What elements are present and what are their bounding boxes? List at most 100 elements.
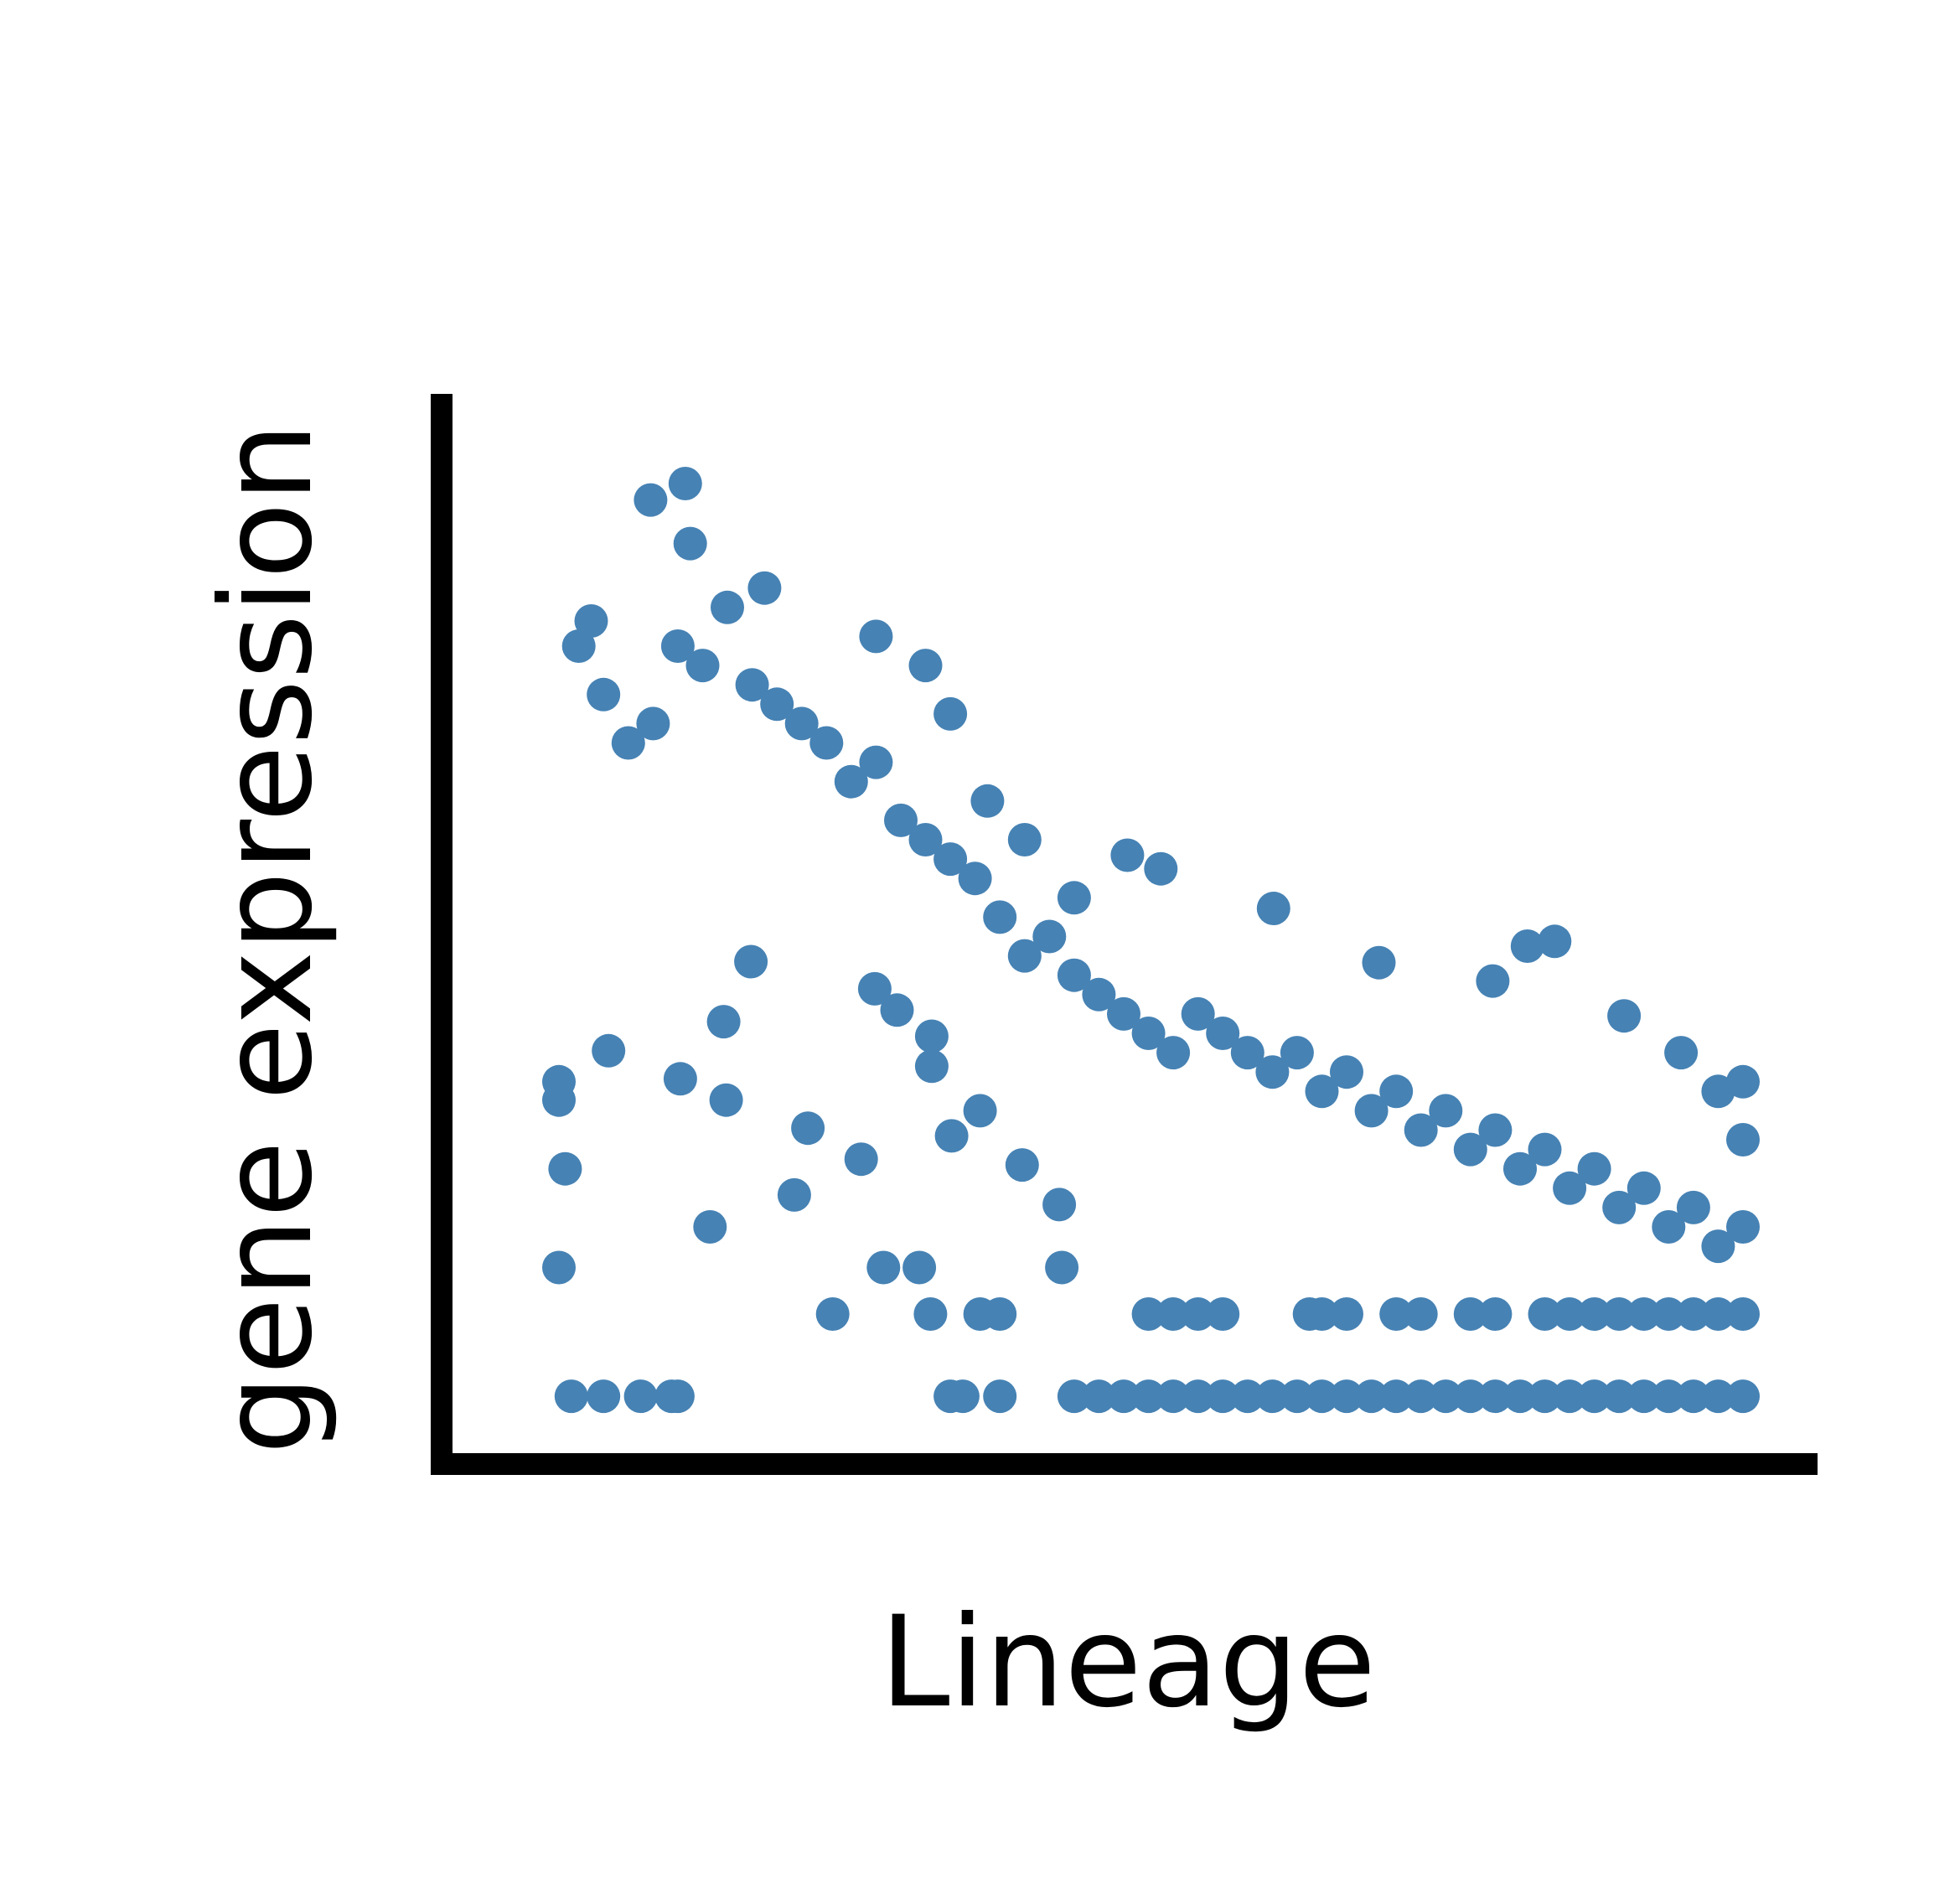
scatter-point	[1005, 1148, 1039, 1182]
scatter-point	[884, 803, 918, 837]
scatter-point	[908, 649, 943, 683]
scatter-point	[1032, 919, 1067, 954]
scatter-point	[983, 900, 1017, 934]
scatter-point	[1181, 996, 1215, 1031]
scatter-point	[1379, 1379, 1414, 1414]
scatter-point	[636, 706, 670, 741]
scatter-point	[660, 629, 695, 663]
scatter-point	[1553, 1171, 1587, 1205]
scatter-point	[1478, 1113, 1513, 1147]
scatter-point	[1726, 1064, 1760, 1099]
scatter-point	[934, 1119, 969, 1153]
scatter-point	[1478, 1379, 1513, 1414]
scatter-point	[963, 1094, 997, 1128]
scatter-point	[587, 677, 621, 711]
scatter-point	[1206, 1017, 1240, 1050]
scatter-point	[1626, 1171, 1661, 1205]
scatter-point	[1503, 1379, 1537, 1414]
scatter-point	[1305, 1074, 1339, 1109]
scatter-point	[1230, 1036, 1264, 1070]
scatter-point	[914, 1019, 949, 1053]
scatter-point	[1726, 1210, 1760, 1244]
scatter-point	[1607, 999, 1642, 1033]
scatter-point	[777, 1177, 811, 1212]
scatter-point	[592, 1033, 626, 1068]
scatter-point	[1553, 1297, 1587, 1331]
scatter-point	[1057, 1379, 1091, 1414]
scatter-point	[1280, 1379, 1314, 1414]
scatter-point	[1330, 1297, 1363, 1331]
scatter-point	[1652, 1210, 1686, 1244]
scatter-point	[1538, 924, 1572, 959]
scatter-point	[760, 687, 794, 722]
scatter-point	[1510, 929, 1544, 963]
scatter-point	[970, 784, 1005, 818]
scatter-point	[1305, 1379, 1339, 1414]
scatter-point	[1453, 1297, 1487, 1331]
scatter-point	[611, 726, 645, 760]
scatter-point	[542, 1250, 576, 1285]
scatter-point	[1602, 1297, 1637, 1331]
scatter-point	[668, 467, 702, 500]
scatter-point	[933, 696, 968, 731]
scatter-point	[1156, 1036, 1191, 1070]
scatter-point	[1057, 958, 1091, 992]
scatter-point	[784, 706, 819, 741]
scatter-point	[1602, 1190, 1637, 1224]
scatter-point	[734, 944, 768, 979]
scatter-point	[1577, 1379, 1611, 1414]
scatter-point	[1453, 1132, 1487, 1167]
scatter-point	[1429, 1379, 1463, 1414]
scatter-point	[673, 526, 707, 561]
scatter-point	[1045, 1250, 1079, 1285]
scatter-point	[791, 1111, 825, 1146]
scatter-point	[706, 1005, 741, 1039]
scatter-point	[1144, 851, 1178, 886]
scatter-point	[693, 1210, 727, 1244]
scatter-point	[1577, 1151, 1611, 1186]
scatter-point	[908, 823, 943, 856]
scatter-point	[1553, 1379, 1587, 1414]
scatter-point	[1305, 1297, 1339, 1331]
scatter-point	[1602, 1379, 1637, 1414]
scatter-point	[844, 1142, 878, 1177]
scatter-point	[1626, 1297, 1661, 1331]
scatter-point	[1206, 1297, 1240, 1331]
scatter-point	[663, 1062, 697, 1096]
scatter-point	[1007, 939, 1042, 973]
scatter-point	[1676, 1190, 1710, 1224]
scatter-point	[1255, 1379, 1290, 1414]
scatter-point	[1181, 1297, 1215, 1331]
scatter-point	[711, 590, 744, 624]
scatter-point	[685, 649, 720, 683]
scatter-point	[1476, 964, 1510, 998]
scatter-point	[1528, 1297, 1562, 1331]
scatter-point	[1082, 977, 1116, 1012]
scatter-point	[1379, 1074, 1414, 1109]
scatter-point	[809, 726, 844, 760]
scatter-point	[1057, 881, 1091, 915]
scatter-point	[747, 571, 782, 605]
y-axis-label: gene expression	[194, 422, 340, 1455]
scatter-point	[1082, 1379, 1116, 1414]
scatter-point	[548, 1151, 582, 1186]
scatter-point	[1676, 1297, 1710, 1331]
scatter-point	[859, 619, 893, 654]
scatter-point	[958, 862, 992, 896]
scatter-point	[1528, 1379, 1562, 1414]
scatter-point	[834, 764, 868, 799]
scatter-point	[983, 1297, 1017, 1331]
scatter-point	[1330, 1379, 1363, 1414]
scatter-point	[1404, 1379, 1438, 1414]
scatter-point	[902, 1250, 937, 1285]
scatter-point	[1206, 1379, 1240, 1414]
scatter-point	[1107, 996, 1140, 1031]
scatter-point	[1404, 1113, 1438, 1147]
scatter-point	[815, 1297, 850, 1331]
scatter-point	[1726, 1379, 1760, 1414]
scatter-point	[857, 971, 892, 1006]
scatter-point	[1230, 1379, 1264, 1414]
scatter-point	[880, 993, 914, 1027]
scatter-point	[574, 604, 608, 638]
